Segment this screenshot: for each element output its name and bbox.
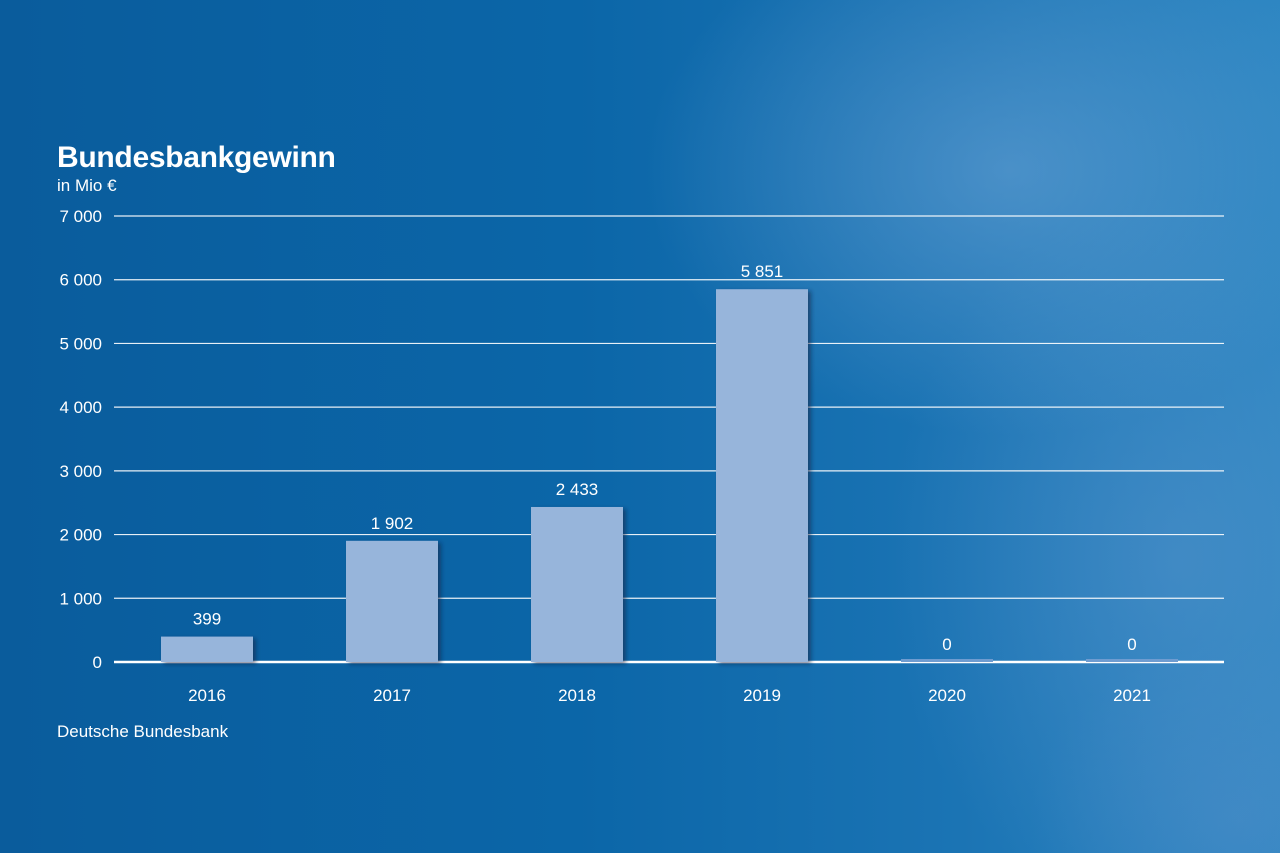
value-label: 0 <box>1127 635 1136 654</box>
bar <box>346 540 438 662</box>
y-tick-label: 1 000 <box>59 589 102 608</box>
bar <box>1086 659 1178 662</box>
chart-source: Deutsche Bundesbank <box>57 722 229 741</box>
x-tick-label: 2018 <box>558 686 596 705</box>
x-tick-label: 2020 <box>928 686 966 705</box>
x-tick-label: 2017 <box>373 686 411 705</box>
x-tick-label: 2016 <box>188 686 226 705</box>
bar <box>161 636 253 662</box>
x-tick-label: 2021 <box>1113 686 1151 705</box>
y-tick-label: 4 000 <box>59 398 102 417</box>
chart-title: Bundesbankgewinn <box>57 141 336 174</box>
value-label: 0 <box>942 635 951 654</box>
y-tick-label: 3 000 <box>59 462 102 481</box>
y-tick-label: 5 000 <box>59 334 102 353</box>
y-tick-label: 0 <box>93 653 102 672</box>
y-tick-label: 6 000 <box>59 271 102 290</box>
y-tick-label: 7 000 <box>59 207 102 226</box>
value-label: 399 <box>193 610 221 629</box>
y-tick-label: 2 000 <box>59 526 102 545</box>
value-label: 1 902 <box>371 514 414 533</box>
bar <box>901 659 993 662</box>
bar <box>531 506 623 662</box>
x-tick-label: 2019 <box>743 686 781 705</box>
value-label: 5 851 <box>741 262 784 281</box>
bar <box>716 289 808 662</box>
value-label: 2 433 <box>556 480 599 499</box>
chart-unit-label: in Mio € <box>57 176 117 195</box>
